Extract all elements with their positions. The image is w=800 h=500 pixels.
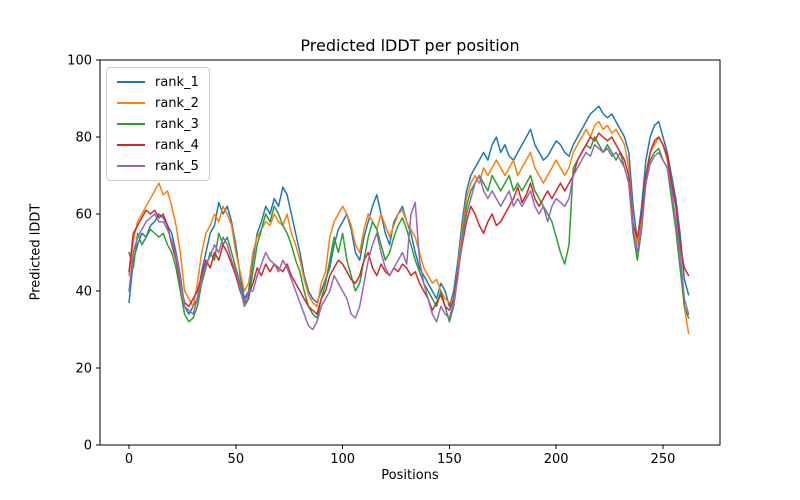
legend-label-rank_4: rank_4: [155, 137, 199, 153]
legend: rank_1 rank_2 rank_3 rank_4 rank_5: [106, 67, 210, 181]
x-tick-label: 50: [228, 452, 245, 467]
legend-swatch-rank_5: [117, 165, 145, 167]
axes-frame: [99, 59, 721, 446]
y-tick-label: 40: [75, 285, 92, 300]
y-tick-label: 20: [75, 362, 92, 377]
y-tick-label: 100: [67, 54, 92, 69]
legend-label-rank_3: rank_3: [155, 116, 199, 132]
legend-swatch-rank_3: [117, 123, 145, 125]
x-axis-label: Positions: [381, 468, 439, 483]
series-line-rank_1: [128, 105, 690, 315]
legend-swatch-rank_1: [117, 81, 145, 83]
legend-item-rank_4: rank_4: [117, 137, 199, 153]
series-line-rank_4: [128, 132, 690, 315]
y-tick-label: 80: [75, 131, 92, 146]
series-line-rank_2: [128, 120, 690, 335]
x-tick-label: 0: [125, 452, 133, 467]
legend-item-rank_1: rank_1: [117, 74, 199, 90]
legend-item-rank_2: rank_2: [117, 95, 199, 111]
x-tick-label: 200: [544, 452, 569, 467]
legend-swatch-rank_2: [117, 102, 145, 104]
legend-item-rank_3: rank_3: [117, 116, 199, 132]
y-tick-label: 0: [84, 439, 92, 454]
x-tick-label: 250: [651, 452, 676, 467]
series-line-rank_5: [128, 143, 690, 331]
chart-title: Predicted lDDT per position: [300, 36, 520, 55]
legend-label-rank_1: rank_1: [155, 74, 199, 90]
legend-item-rank_5: rank_5: [117, 158, 199, 174]
x-tick-label: 150: [437, 452, 462, 467]
legend-swatch-rank_4: [117, 144, 145, 146]
y-tick-label: 60: [75, 208, 92, 223]
legend-label-rank_5: rank_5: [155, 158, 199, 174]
x-tick-label: 100: [330, 452, 355, 467]
legend-label-rank_2: rank_2: [155, 95, 199, 111]
